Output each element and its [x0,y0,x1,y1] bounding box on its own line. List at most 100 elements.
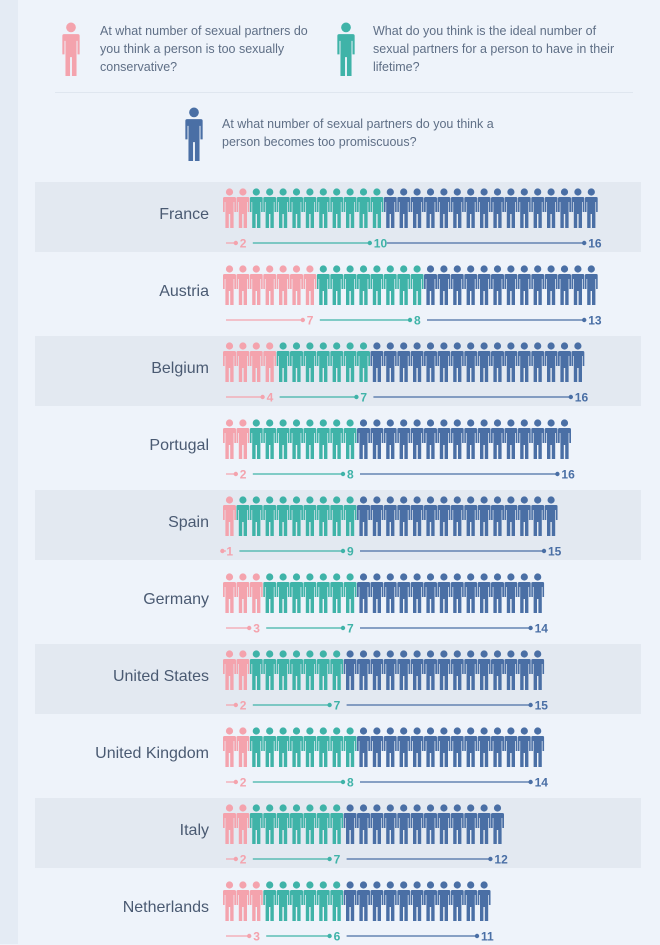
promiscuous-person-icon [544,188,558,228]
promiscuous-person-icon [544,342,558,382]
conservative-person-icon [223,881,236,921]
ideal-person-icon [290,727,303,767]
legend-ideal-text: What do you think is the ideal number of… [373,24,615,74]
ideal-person-icon [276,881,290,921]
promiscuous-person-icon [357,881,370,921]
conservative-value-label: 2 [240,776,247,790]
promiscuous-person-icon [464,881,478,921]
promiscuous-person-icon [558,419,571,459]
promiscuous-person-icon [383,804,397,844]
promiscuous-person-icon [424,804,437,844]
conservative-value-label: 2 [240,237,247,251]
promiscuous-person-icon [424,881,437,921]
ideal-person-icon [316,496,330,536]
conservative-person-icon [223,804,236,844]
ideal-person-icon [249,188,263,228]
promiscuous-person-icon [477,496,491,536]
promiscuous-person-icon [517,419,531,459]
conservative-person-icon [236,804,250,844]
ideal-person-icon [303,650,317,690]
promiscuous-value-label: 16 [575,391,589,405]
conservative-person-icon [290,265,303,305]
ideal-person-icon [303,496,317,536]
conservative-person-icon [223,650,236,690]
pictogram-bar: 2 7 15 [223,650,548,713]
ideal-person-icon [290,650,303,690]
promiscuous-person-icon [397,573,411,613]
country-label: United Kingdom [95,745,209,762]
promiscuous-person-icon [544,419,558,459]
ideal-person-icon [343,573,357,613]
pictogram-bar: 3 6 11 [223,881,494,944]
pictogram-bar: 2 8 16 [223,419,575,482]
promiscuous-person-icon [357,727,370,767]
ideal-person-icon [276,650,290,690]
promiscuous-person-icon [491,804,504,844]
promiscuous-person-icon [370,881,384,921]
ideal-range-dot [327,933,332,939]
ideal-person-icon [263,881,277,921]
promiscuous-person-icon [410,650,424,690]
ideal-value-label: 7 [334,699,341,713]
promiscuous-person-icon [343,650,357,690]
ideal-person-icon [236,496,250,536]
legend-conservative-icon [61,22,81,76]
promiscuous-person-icon [504,496,518,536]
promiscuous-person-icon [491,727,504,767]
promiscuous-person-icon [531,265,545,305]
promiscuous-value-label: 15 [548,545,562,559]
ideal-person-icon [303,419,317,459]
conservative-person-icon [223,265,236,305]
ideal-range-dot [340,548,346,554]
conservative-person-icon [223,419,236,459]
conservative-person-icon [223,727,236,767]
conservative-value-label: 3 [253,622,260,636]
ideal-person-icon [316,881,330,921]
conservative-person-icon [236,188,250,228]
promiscuous-person-icon [504,573,518,613]
promiscuous-person-icon [558,265,571,305]
promiscuous-person-icon [383,496,397,536]
promiscuous-person-icon [357,496,370,536]
country-label: Germany [143,591,209,608]
country-row: Portugal 2 8 16 [35,413,641,483]
conservative-value-label: 2 [240,853,247,867]
promiscuous-value-label: 14 [535,622,549,636]
promiscuous-person-icon [491,650,504,690]
promiscuous-person-icon [450,265,464,305]
ideal-person-icon [330,573,344,613]
promiscuous-person-icon [504,419,518,459]
conservative-person-icon [249,573,263,613]
ideal-value-label: 7 [334,853,341,867]
country-label: Italy [179,822,209,839]
ideal-range-dot [354,394,359,400]
conservative-person-icon [276,265,290,305]
promiscuous-person-icon [437,496,451,536]
country-row: France 2 10 16 [35,182,641,252]
promiscuous-person-icon [437,419,451,459]
pictogram-bar: 7 8 13 [223,265,602,328]
ideal-person-icon [343,496,357,536]
conservative-range-dot [233,471,238,477]
ideal-person-icon [303,188,317,228]
promiscuous-person-icon [464,496,478,536]
promiscuous-person-icon [517,573,531,613]
ideal-person-icon [343,419,357,459]
ideal-person-icon [330,881,344,921]
promiscuous-person-icon [450,573,464,613]
ideal-person-icon [316,573,330,613]
promiscuous-person-icon [383,419,397,459]
ideal-value-label: 9 [347,545,354,559]
ideal-person-icon [343,188,357,228]
ideal-person-icon [330,188,344,228]
promiscuous-person-icon [437,727,451,767]
promiscuous-person-icon [504,342,518,382]
promiscuous-person-icon [450,419,464,459]
ideal-person-icon [276,727,290,767]
ideal-person-icon [249,650,263,690]
promiscuous-person-icon [464,188,478,228]
promiscuous-person-icon [517,650,531,690]
promiscuous-range-dot [528,625,533,631]
promiscuous-person-icon [397,496,411,536]
promiscuous-person-icon [464,573,478,613]
